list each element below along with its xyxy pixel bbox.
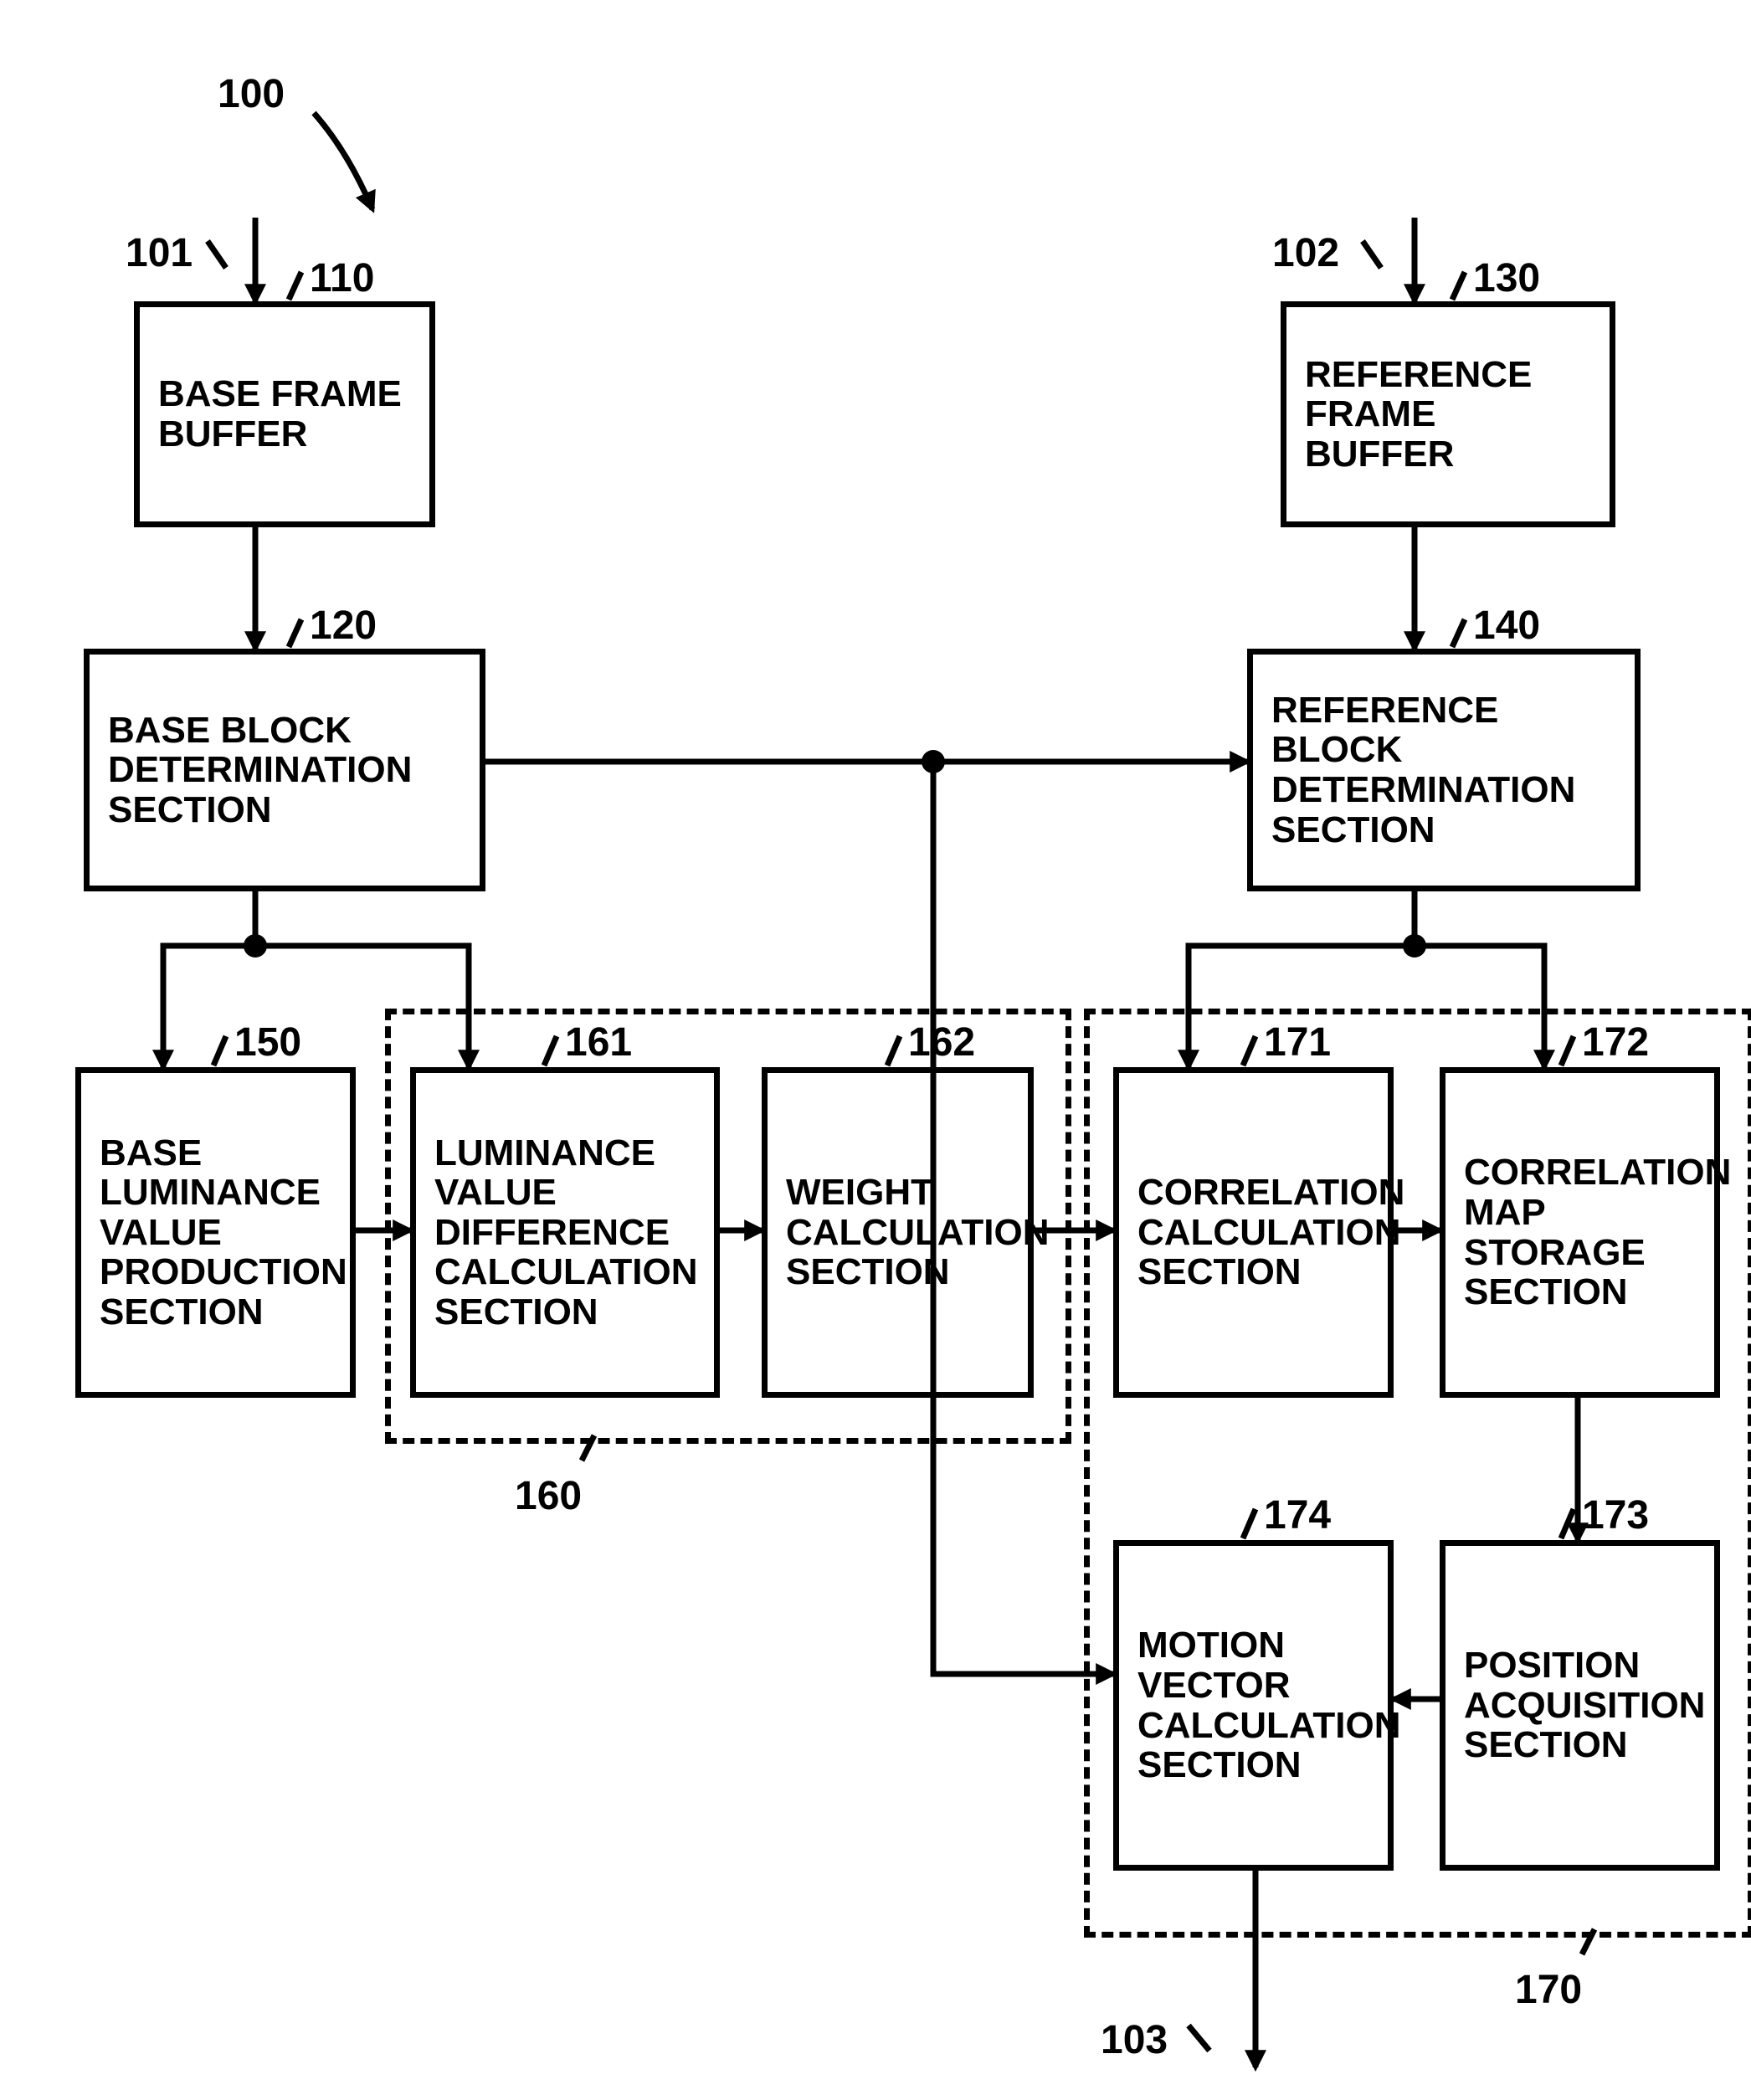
ref-label-162: 162 — [908, 1019, 975, 1065]
edge-tick150 — [213, 1036, 226, 1065]
ref-label-102: 102 — [1272, 230, 1339, 276]
block-weight-calc: WEIGHT CALCULATION SECTION — [762, 1067, 1034, 1398]
block-text: BASE BLOCK DETERMINATION SECTION — [108, 711, 461, 830]
edge-tick110 — [289, 272, 301, 300]
ref-label-130: 130 — [1473, 255, 1540, 301]
junction-dot — [922, 750, 945, 773]
block-luminance-difference-calc: LUMINANCE VALUE DIFFERENCE CALCULATION S… — [410, 1067, 720, 1398]
block-motion-vector-calc: MOTION VECTOR CALCULATION SECTION — [1113, 1540, 1394, 1871]
ref-label-173: 173 — [1582, 1492, 1649, 1538]
ref-label-150: 150 — [234, 1019, 301, 1065]
edge-tick140 — [1452, 619, 1465, 647]
ref-label-140: 140 — [1473, 603, 1540, 649]
edge-tick101 — [208, 241, 226, 268]
block-text: BASE FRAME BUFFER — [158, 374, 411, 454]
edge-tick103 — [1189, 2026, 1209, 2051]
edge-tick120 — [289, 619, 301, 647]
junction-dot — [1403, 934, 1426, 958]
ref-label-103: 103 — [1101, 2017, 1168, 2063]
ref-label-160: 160 — [515, 1473, 582, 1519]
junction-dot — [244, 934, 267, 958]
diagram-canvas: BASE FRAME BUFFER REFERENCE FRAME BUFFER… — [0, 0, 1751, 2100]
ref-label-171: 171 — [1264, 1019, 1331, 1065]
block-text: CORRELATION MAP STORAGE SECTION — [1464, 1153, 1731, 1312]
block-correlation-map-storage: CORRELATION MAP STORAGE SECTION — [1440, 1067, 1720, 1398]
block-base-block-determination: BASE BLOCK DETERMINATION SECTION — [84, 649, 485, 891]
edge-tick102 — [1363, 241, 1381, 268]
block-reference-block-determination: REFERENCE BLOCK DETERMINATION SECTION — [1247, 649, 1641, 891]
block-position-acquisition: POSITION ACQUISITION SECTION — [1440, 1540, 1720, 1871]
ref-label-161: 161 — [565, 1019, 632, 1065]
edge-ref100-curve — [314, 113, 372, 209]
block-base-luminance-production: BASE LUMINANCE VALUE PRODUCTION SECTION — [75, 1067, 356, 1398]
ref-label-174: 174 — [1264, 1492, 1331, 1538]
block-reference-frame-buffer: REFERENCE FRAME BUFFER — [1281, 301, 1615, 527]
ref-label-101: 101 — [126, 230, 193, 276]
ref-label-172: 172 — [1582, 1019, 1649, 1065]
block-text: LUMINANCE VALUE DIFFERENCE CALCULATION S… — [434, 1133, 697, 1332]
ref-label-170: 170 — [1515, 1967, 1582, 2013]
block-text: REFERENCE FRAME BUFFER — [1305, 355, 1591, 475]
block-text: REFERENCE BLOCK DETERMINATION SECTION — [1271, 691, 1616, 850]
block-text: CORRELATION CALCULATION SECTION — [1137, 1173, 1404, 1292]
block-correlation-calc: CORRELATION CALCULATION SECTION — [1113, 1067, 1394, 1398]
ref-label-100: 100 — [218, 71, 285, 117]
ref-label-120: 120 — [310, 603, 377, 649]
edge-tick130 — [1452, 272, 1465, 300]
block-text: BASE LUMINANCE VALUE PRODUCTION SECTION — [100, 1133, 347, 1332]
block-base-frame-buffer: BASE FRAME BUFFER — [134, 301, 435, 527]
block-text: MOTION VECTOR CALCULATION SECTION — [1137, 1625, 1400, 1784]
block-text: POSITION ACQUISITION SECTION — [1464, 1646, 1705, 1765]
block-text: WEIGHT CALCULATION SECTION — [786, 1173, 1049, 1292]
ref-label-110: 110 — [310, 255, 374, 301]
